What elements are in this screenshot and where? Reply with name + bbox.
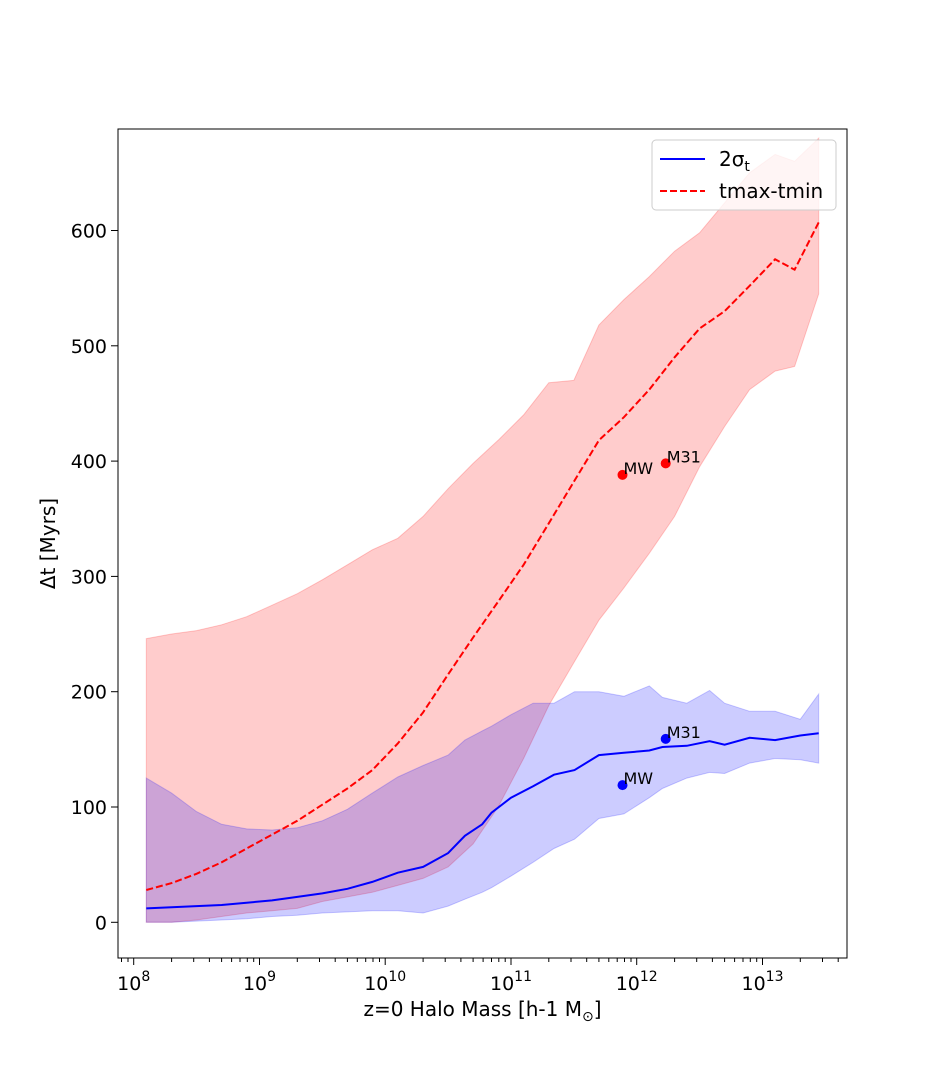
- x-tick-label: 108: [117, 969, 150, 995]
- point-label-mw: MW: [624, 459, 654, 478]
- point-m31-sigma: [660, 733, 671, 744]
- series-lines: [146, 221, 820, 910]
- band-sigma: [145, 685, 820, 923]
- y-tick-label: 100: [71, 797, 107, 819]
- x-tick-label: 1012: [616, 969, 658, 995]
- y-tick-label: 500: [71, 336, 107, 358]
- point-label-m31: M31: [667, 723, 701, 742]
- legend-label-sigma: 2σt: [719, 147, 750, 175]
- band-tmax-tmin: [145, 137, 820, 923]
- x-tick-label: 1010: [364, 969, 406, 995]
- point-mw-sigma: [617, 780, 628, 791]
- legend-label-tmax-tmin: tmax-tmin: [719, 179, 823, 203]
- confidence-bands: [145, 137, 820, 923]
- point-label-m31: M31: [667, 447, 701, 466]
- legend: 2σt tmax-tmin: [651, 139, 837, 211]
- y-tick-label: 400: [71, 451, 107, 473]
- y-tick-label: 0: [95, 912, 107, 934]
- y-axis-label: Δt [Myrs]: [36, 498, 60, 589]
- y-tick-label: 600: [71, 221, 107, 243]
- annotated-points: MW M31 MW M31: [617, 447, 701, 791]
- point-m31-tmax-tmin: [660, 458, 671, 469]
- plot-frame: [117, 128, 848, 959]
- point-mw-tmax-tmin: [617, 469, 628, 480]
- x-tick-label: 109: [243, 969, 276, 995]
- legend-box: [651, 139, 837, 211]
- y-tick-label: 200: [71, 682, 107, 704]
- y-tick-label: 300: [71, 566, 107, 588]
- x-axis-label: z=0 Halo Mass [h-1 M⊙]: [363, 997, 601, 1025]
- x-tick-label: 1013: [741, 969, 783, 995]
- x-tick-label: 1011: [490, 969, 532, 995]
- y-axis-ticks: 0 100 200 300 400 500 600: [71, 221, 118, 934]
- series-line-sigma: [146, 732, 819, 910]
- series-line-tmax-tmin: [146, 221, 820, 891]
- point-label-mw: MW: [624, 769, 654, 788]
- x-axis-ticks: 108 109 1010 1011 1012 1013: [117, 958, 839, 995]
